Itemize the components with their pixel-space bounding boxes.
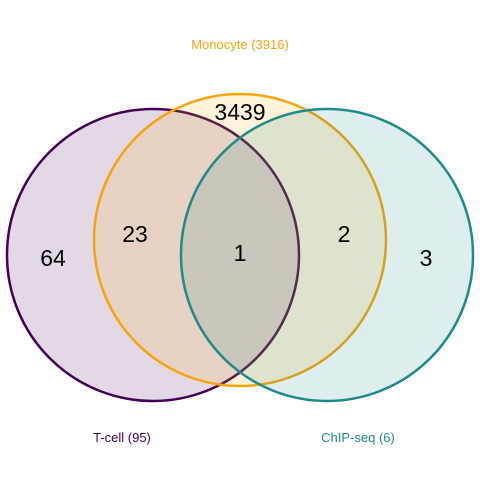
chipseq-set-label: ChIP-seq (6) [321, 430, 395, 445]
count-monocyte-chipseq: 2 [338, 221, 351, 247]
tcell-set-label: T-cell (95) [93, 430, 151, 445]
count-all-three: 1 [234, 240, 247, 266]
count-tcell-only: 64 [40, 245, 66, 271]
monocyte-circle [92, 92, 388, 388]
monocyte-set-label: Monocyte (3916) [191, 37, 289, 52]
count-tcell-monocyte: 23 [122, 221, 148, 247]
count-monocyte-only: 3439 [214, 99, 265, 125]
tcell-circle [5, 107, 301, 403]
chipseq-circle [179, 107, 475, 403]
count-chipseq-only: 3 [420, 245, 433, 271]
